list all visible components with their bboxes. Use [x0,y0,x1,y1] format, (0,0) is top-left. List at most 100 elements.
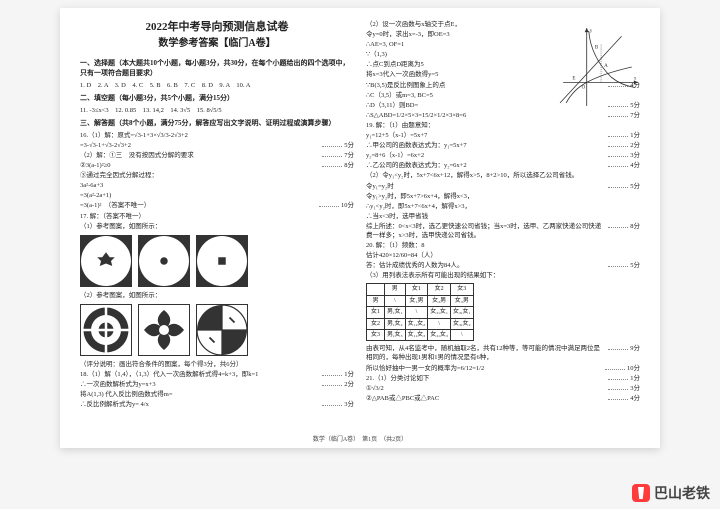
coordinate-graph: x y O B A E [558,26,640,108]
q17-2-text: （2）参考图案，如图所示： [80,291,354,300]
q17-note: （评分说明：画出符合条件的图案，每个得3分，共6分） [80,360,354,369]
q19b: ∴甲公司的函数表达式为：y₁=5x+7 2分 [366,141,640,150]
q18-2j-text: ∴S△ABD=1/2×5×3=15/2×1/2×3×8=6 [366,111,606,120]
r2c2: 男,女₁ [385,307,406,318]
q20c-text: 答：估计成绩优秀的人数为84人。 [366,261,606,270]
q16-2e: =3(a²-2a+1) [80,191,354,200]
pts-8c: 8分 [630,222,640,231]
r1c5: 女₃男 [450,295,473,306]
q19-text: 19. 解：（1）由题意知： [366,121,640,130]
r3c5: 女₃,女₂ [450,318,473,329]
q19c-text: y₂=8+6（x-1）=6x+2 [366,151,606,160]
q19-2a-text: （2）令y₁<y₂时，5x+7<6x+12，解得x>5，8+2>10，所以选择乙… [366,171,640,180]
q16-1-text: 16.（1）解：原式=√3-1+3×√3/3-2√3+2 [80,131,354,140]
q18c: 将A(1,3) 代入反比例函数式得m= [80,390,354,399]
q17-note-text: （评分说明：画出符合条件的图案，每个得3分，共6分） [80,360,354,369]
q19-2e-text: ∴当x<3时，选甲省钱 [366,212,640,221]
toutiao-logo-icon [632,484,650,502]
r3c4: \ [428,318,451,329]
main-title: 2022年中考导向预测信息试卷 [80,20,354,35]
pts-10b: 10分 [627,364,640,373]
q19-2c-text: 令y₁>y₂时，即5x+7>6x+4，解得x<3， [366,192,640,201]
q20: 20. 解：（1）频数：8 [366,241,640,250]
q16-2b-text: ②3(a-1)²≥0 [80,161,320,170]
q19-2b-text: 令y₁=y₂时 [366,182,606,191]
q18: 18.（1）解（1,4），（1,3）代入一次函数解析式得4=k+3，即k=1 1分 [80,370,354,379]
r1c3: 女₁男 [405,295,428,306]
pts-1c: 1分 [630,131,640,140]
pattern-2 [138,235,190,287]
r2c1: 女1 [367,307,385,318]
r1c2: \ [385,295,406,306]
q20-p: 所以恰好抽中一男一女的概率为=6/12=1/2 10分 [366,364,640,373]
q21: 21.（1）分类讨论如下1分 [366,374,640,383]
q19-2d: ∴y₁<y₂时，即5x+7<6x+4，解得x>3， [366,202,640,211]
pts-5: 5分 [344,141,354,150]
q16-1b-text: =3-√3-1+√3-2√3+2 [80,141,320,150]
r1c1: 男 [367,295,385,306]
q20-p-text: 所以恰好抽中一男一女的概率为=6/12=1/2 [366,364,603,373]
q21c-text: ②△PAB或△PBC或△PAC [366,394,606,403]
r3c3: 女₁,女₂ [405,318,428,329]
watermark: 巴山老铁 [632,483,710,503]
q19-2f: 综上所述：0<x<3时，选乙更快速公司省钱；当x=3时，选甲、乙两家快递公司快递… [366,222,640,240]
q18b-text: ∴一次函数解析式为y=x+3 [80,380,320,389]
q19: 19. 解：（1）由题意知： [366,121,640,130]
section1-answers: 1. D 2. A 3. D 4. C 5. B 6. B 7. C 8. D … [80,81,354,90]
q19d-text: ∴乙公司的函数表达式为：y₂=6x+2 [366,161,606,170]
left-column: 2022年中考导向预测信息试卷 数学参考答案【临门A卷】 一、选择题（本大题共1… [74,20,360,436]
pattern-1 [80,235,132,287]
q16-2f: =3(a-1)² （答案不唯一）10分 [80,201,354,210]
pts-1: 1分 [344,370,354,379]
th-m: 男 [385,284,406,295]
r4c2: 男,女₃ [385,330,406,341]
pts-7: 7分 [344,151,354,160]
section1-head: 一、选择题（本大题共10个小题，每小题3分，共30分，在每个小题给出的四个选项中… [80,59,354,79]
q20-3: （3）用列表法表示所有可能出现的结果如下： [366,271,640,280]
q21b-text: ①√3/2 [366,384,606,393]
q18-text: 18.（1）解（1,4），（1,3）代入一次函数解析式得4=k+3，即k=1 [80,370,320,379]
pts-5d: 5分 [630,261,640,270]
q17: 17. 解：（答案不唯一） [80,212,354,221]
section2-head: 二、填空题（每小题3分，共5个小题，满分15分） [80,94,354,104]
pattern-4 [80,304,132,356]
q19b-text: ∴甲公司的函数表达式为：y₁=5x+7 [366,141,606,150]
svg-text:E: E [572,75,575,81]
pts-1d: 1分 [630,374,640,383]
q16-2d: 3a²-6a+3 [80,181,354,190]
q19a-text: y₁=12+5（x-1）=5x+7 [366,131,606,140]
th-blank [367,284,385,295]
svg-text:x: x [634,75,637,81]
r3c2: 男,女₂ [385,318,406,329]
pts-3d: 3分 [630,384,640,393]
svg-text:B: B [595,45,599,51]
svg-text:A: A [604,63,608,69]
pattern-row-2 [80,304,354,356]
section3-head: 三、解答题（共8个小题，满分75分，解答应写出文字说明、证明过程或演算步骤） [80,119,354,129]
q17-2: （2）参考图案，如图所示： [80,291,354,300]
q19a: y₁=12+5（x-1）=5x+7 1分 [366,131,640,140]
q20-after: 由表可知，从4名监考中，随机抽取2名，共有12种等，等可能的情况中满足两位是相同… [366,344,640,362]
q21c: ②△PAB或△PBC或△PAC4分 [366,394,640,403]
pts-5c: 5分 [630,182,640,191]
q16-1: 16.（1）解：原式=√3-1+3×√3/3-2√3+2 [80,131,354,140]
r4c5: \ [450,330,473,341]
q16-1b: =3-√3-1+√3-2√3+2 5分 [80,141,354,150]
pts-2: 2分 [344,380,354,389]
q16-2-text: （2）解：①三 没有按因式分解的要求 [80,151,320,160]
r1c4: 女₂男 [428,295,451,306]
page-footer: 数学（临门A卷） 第1页 （共2页） [60,436,660,444]
q19-2f-text: 综上所述：0<x<3时，选乙更快速公司省钱；当x=3时，选甲、乙两家快递公司快递… [366,222,606,240]
q17-1: （1）参考图案，如图所示： [80,222,354,231]
pts-8: 8分 [344,161,354,170]
q18-2j: ∴S△ABD=1/2×5×3=15/2×1/2×3×8=67分 [366,111,640,120]
q16-2: （2）解：①三 没有按因式分解的要求 7分 [80,151,354,160]
q18b: ∴一次函数解析式为y=x+3 2分 [80,380,354,389]
q20b: 估计420×12/60=84（人） [366,251,640,260]
pts-2c: 2分 [630,141,640,150]
pattern-row-1 [80,235,354,287]
q16-2c-text: ③通过完全因式分解过程： [80,171,354,180]
section2-answers: 11. -3≤x<3 12. 0.85 13. 14,2 14. 3√5 15.… [80,106,354,115]
svg-text:y: y [590,28,593,34]
pts-9: 9分 [630,344,640,353]
